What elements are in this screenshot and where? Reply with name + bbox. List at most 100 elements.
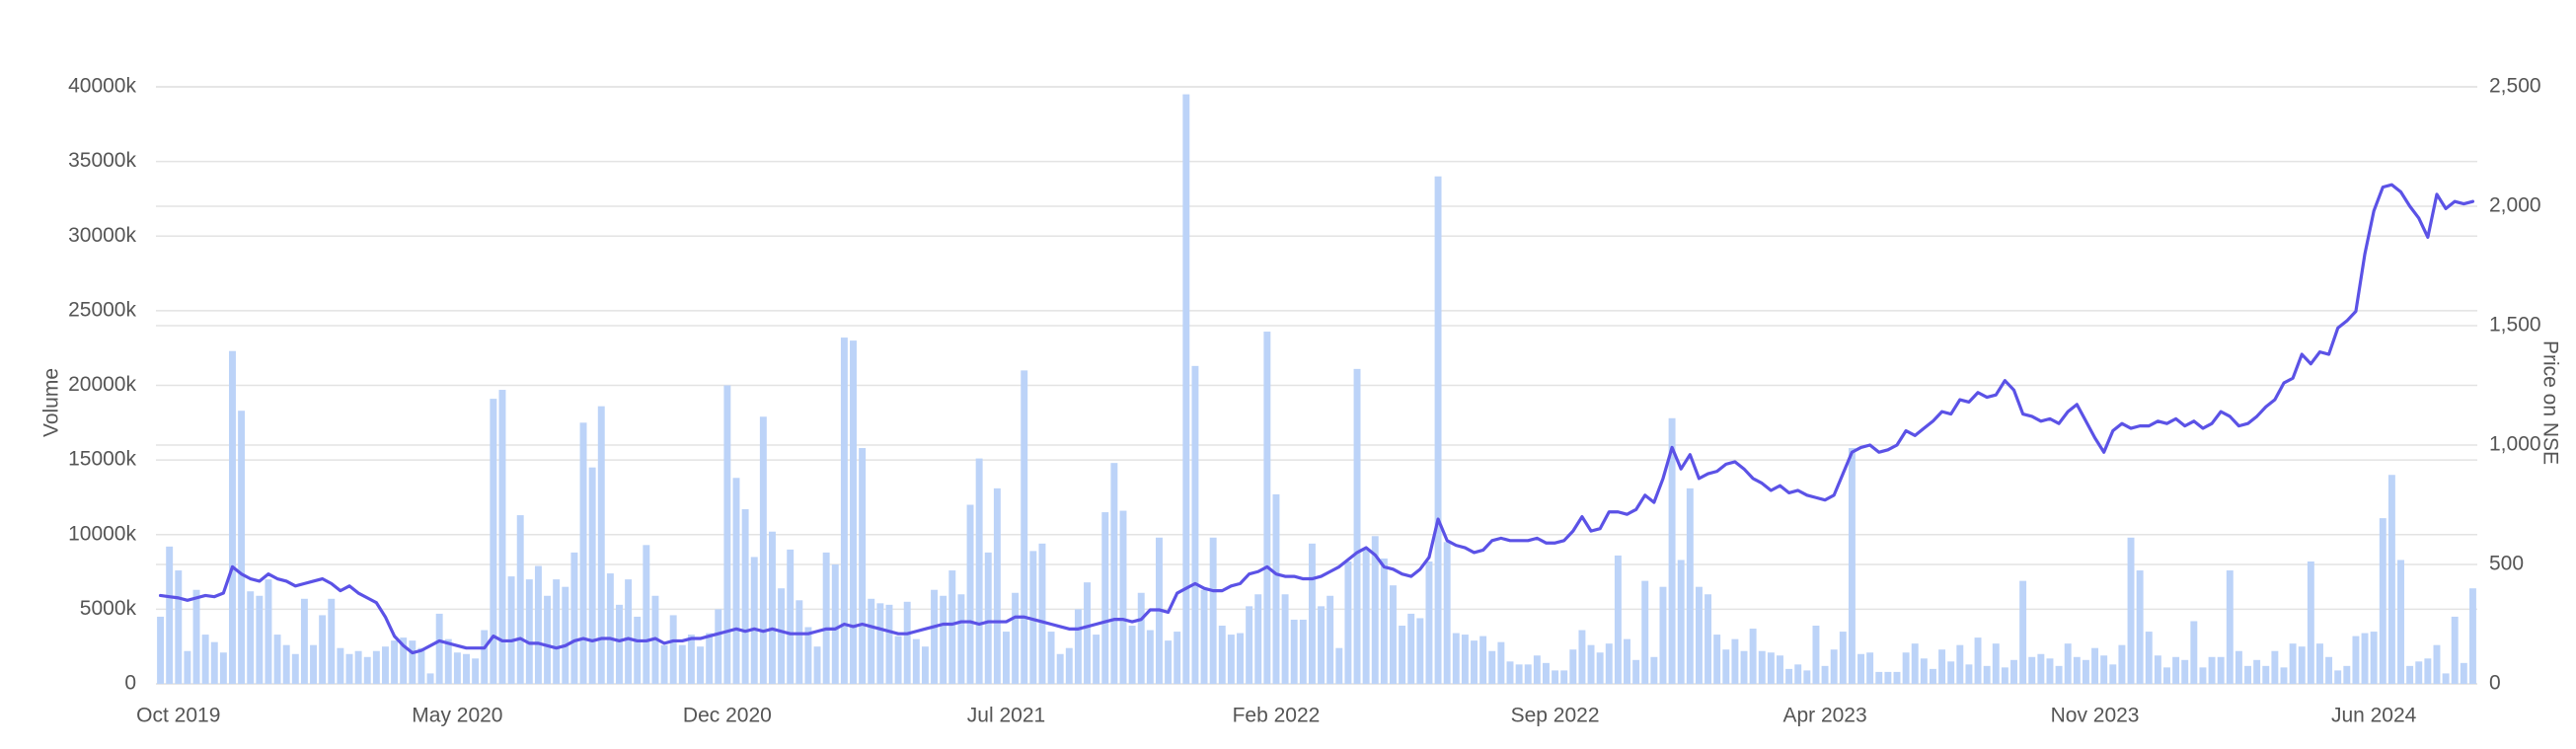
bar [184,650,191,684]
bar [382,646,389,684]
bar [553,579,561,684]
bar [1281,594,1289,684]
y2-tick-label: 2,500 [2489,75,2541,98]
bar [1578,630,1586,684]
bar [2154,655,2161,684]
bar [1713,635,1721,684]
bar [229,350,236,684]
bar [2352,636,2360,684]
bar [1308,543,1316,684]
bar [876,603,884,684]
bar [606,573,614,684]
bar [2226,570,2234,684]
bar [1677,560,1685,684]
bar [850,340,857,684]
bar [1047,632,1055,684]
bar [1497,641,1505,684]
bar [1390,585,1397,684]
bar [1624,638,1630,684]
bar [1767,652,1775,684]
bar [435,613,443,684]
bar [2406,665,2414,684]
bar [337,647,344,684]
bar [1237,633,1244,684]
bar [2145,632,2153,684]
bar [453,652,461,684]
y-tick-label: 30000k [68,224,136,247]
bar [2316,643,2323,684]
bar [2001,667,2008,684]
bar [273,635,281,684]
bar [1200,589,1208,684]
bar [750,557,758,684]
bar [1093,635,1100,684]
y-tick-label: 25000k [68,298,136,321]
bar [534,565,542,684]
y-tick-label: 35000k [68,149,136,172]
bar [588,467,596,684]
bar [903,601,911,684]
bar [831,564,839,684]
bar [2397,560,2404,684]
bar [2100,655,2108,684]
bar [1893,671,1901,684]
bar [1399,626,1406,684]
bar [2127,537,2135,684]
bar [2028,656,2036,684]
bar [463,653,470,684]
bar [1614,555,1622,684]
bar [1174,632,1181,684]
bar [2163,667,2170,684]
y2-tick-label: 500 [2489,553,2524,575]
bar [706,633,714,684]
bar [1930,668,1936,684]
bar [660,644,668,684]
bar [940,595,947,684]
y-axis-title: Volume [40,368,63,437]
bar [426,673,434,684]
bar [993,487,1001,684]
bar [2181,659,2189,684]
x-tick-label: Oct 2019 [136,705,220,727]
bar [840,337,848,684]
bar [319,615,327,684]
bar [1938,649,1946,684]
y-tick-label: 5000k [80,597,137,620]
bar [2190,621,2198,684]
bar [1911,643,1919,684]
bar [417,647,425,684]
bar [1335,647,1343,684]
bar [2468,588,2476,684]
bar [1965,664,1973,684]
bar [391,640,399,684]
bar [1821,665,1829,684]
bar [166,546,174,684]
bar [219,652,227,684]
bar [2325,656,2333,684]
bar [2217,656,2225,684]
bar [409,640,417,684]
bar [1299,619,1307,684]
bar [1650,656,1658,684]
bar [2046,658,2054,684]
bar [2424,658,2432,684]
bar [975,458,983,684]
bar [885,604,893,684]
bar [1191,365,1199,684]
bar [1003,632,1010,684]
bar [2361,633,2369,684]
bar [1552,670,1559,684]
bar [1812,626,1820,684]
bar [2442,673,2450,684]
bar [2109,664,2117,684]
bar [1848,448,1856,684]
bar [687,635,695,684]
bar [256,595,264,684]
bar [2433,644,2441,684]
bar [732,478,740,684]
bar [616,604,623,684]
bar [247,591,255,684]
bar [1318,606,1326,684]
bar [1434,176,1442,684]
bar [778,588,786,684]
